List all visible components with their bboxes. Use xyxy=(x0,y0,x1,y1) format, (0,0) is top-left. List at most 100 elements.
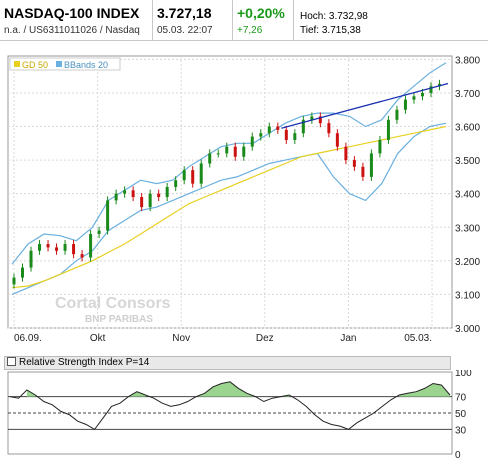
candle-body xyxy=(335,133,339,147)
candle-body xyxy=(310,116,314,120)
x-tick-label: Nov xyxy=(172,333,190,344)
rsi-y-tick-label: 30 xyxy=(455,425,467,436)
low-value: 3.715,38 xyxy=(321,25,361,36)
rsi-collapse-icon[interactable] xyxy=(7,357,16,366)
candle-body xyxy=(225,146,229,154)
rsi-y-tick-label: 50 xyxy=(455,409,467,420)
y-tick-label: 3.500 xyxy=(455,156,480,167)
low-label: Tief: xyxy=(300,25,320,36)
candle-body xyxy=(429,86,433,93)
high-row: Hoch: 3.732,98 xyxy=(300,11,368,22)
price-value: 3.727,18 xyxy=(157,5,212,21)
candle-body xyxy=(38,244,42,251)
candle-body xyxy=(284,129,288,140)
y-tick-label: 3.800 xyxy=(455,55,480,66)
rsi-overbought-fill xyxy=(399,383,450,397)
watermark-line2: BNP PARIBAS xyxy=(85,314,153,325)
candle-body xyxy=(165,186,169,198)
header-change-cell: +0,20% +7,26 xyxy=(233,0,294,41)
rsi-chart: 0 30 50 70 100 xyxy=(7,370,472,461)
candle-body xyxy=(123,190,127,194)
index-title: NASDAQ-100 INDEX xyxy=(4,5,140,21)
candle-body xyxy=(293,133,297,140)
legend-box xyxy=(9,57,121,71)
plot-area xyxy=(7,55,453,329)
y-tick-label: 3.700 xyxy=(455,89,480,100)
candle-body xyxy=(80,254,84,258)
x-tick-label: Dez xyxy=(256,333,274,344)
candle-body xyxy=(216,153,220,155)
legend-label-gd50: GD 50 xyxy=(22,60,48,70)
y-tick-label: 3.300 xyxy=(455,223,480,234)
rsi-title-bar: Relative Strength Index P=14 xyxy=(4,356,451,370)
candle-body xyxy=(233,146,237,157)
candle-body xyxy=(378,139,382,154)
x-tick-label: Okt xyxy=(90,333,106,344)
candle-body xyxy=(148,193,152,208)
header-price-cell: 3.727,18 05.03. 22:07 xyxy=(153,0,233,41)
candle-body xyxy=(97,230,101,234)
rsi-title: Relative Strength Index P=14 xyxy=(19,357,150,368)
candle-body xyxy=(242,146,246,157)
gd50-line xyxy=(11,125,447,289)
candle-body xyxy=(412,96,416,100)
candle-body xyxy=(29,250,33,268)
candle-body xyxy=(21,267,25,278)
candle-body xyxy=(259,133,263,137)
candle-body xyxy=(327,123,331,134)
candle-body xyxy=(344,146,348,161)
legend-swatch-gd50 xyxy=(14,61,20,67)
change-absolute: +7,26 xyxy=(237,25,263,36)
header-range-cell: Hoch: 3.732,98 Tief: 3.715,38 xyxy=(294,0,488,41)
candle-body xyxy=(437,83,441,87)
candle-body xyxy=(191,170,195,184)
y-tick-label: 3.200 xyxy=(455,257,480,268)
legend-swatch-bbands xyxy=(56,61,62,67)
candle-body xyxy=(361,166,365,177)
candle-body xyxy=(301,119,305,134)
candle-body xyxy=(267,126,271,134)
candle-body xyxy=(369,153,373,177)
candle-body xyxy=(276,126,280,130)
candle-body xyxy=(174,180,178,187)
candle-body xyxy=(12,277,16,285)
index-subtitle: n.a. / US6311011026 / Nasdaq xyxy=(4,25,140,36)
candle-body xyxy=(46,244,50,248)
candle-body xyxy=(131,190,135,198)
y-tick-label: 3.600 xyxy=(455,123,480,134)
y-tick-label: 3.400 xyxy=(455,190,480,201)
trendline xyxy=(281,82,449,129)
candle-body xyxy=(63,244,67,251)
rsi-line xyxy=(9,381,451,431)
high-value: 3.732,98 xyxy=(328,11,368,22)
rsi-y-tick-label: 100 xyxy=(455,370,472,379)
candle-body xyxy=(199,163,203,184)
rsi-y-tick-label: 70 xyxy=(455,393,467,404)
rsi-overbought-fill xyxy=(128,391,146,397)
candle-body xyxy=(157,193,161,198)
candle-body xyxy=(55,247,59,251)
rsi-overbought-fill xyxy=(196,381,256,397)
candle-body xyxy=(89,233,93,258)
y-tick-label: 3.100 xyxy=(455,290,480,301)
price-chart: 3.000 3.100 3.200 3.300 3.400 3.500 3.600 3.700… xyxy=(7,55,480,344)
header-title-cell: NASDAQ-100 INDEX n.a. / US6311011026 / N… xyxy=(0,0,153,41)
candle-body xyxy=(352,160,356,167)
high-label: Hoch: xyxy=(300,11,327,22)
candle-body xyxy=(182,170,186,181)
rsi-y-tick-label: 0 xyxy=(455,450,461,461)
x-tick-label: Jan xyxy=(340,333,356,344)
watermark-line1: Cortal Consors xyxy=(55,295,171,312)
candle-body xyxy=(114,193,118,201)
candle-body xyxy=(250,136,254,147)
legend-label-bbands: BBands 20 xyxy=(64,60,108,70)
bband-lower-line xyxy=(11,122,447,295)
candle-body xyxy=(403,99,407,110)
candle-body xyxy=(386,119,390,140)
change-percent: +0,20% xyxy=(237,5,285,21)
price-datetime: 05.03. 22:07 xyxy=(157,25,213,36)
candle-body xyxy=(140,197,144,208)
bband-upper-line xyxy=(11,62,447,265)
x-tick-label: 05.03. xyxy=(404,333,432,344)
candle-body xyxy=(395,109,399,120)
